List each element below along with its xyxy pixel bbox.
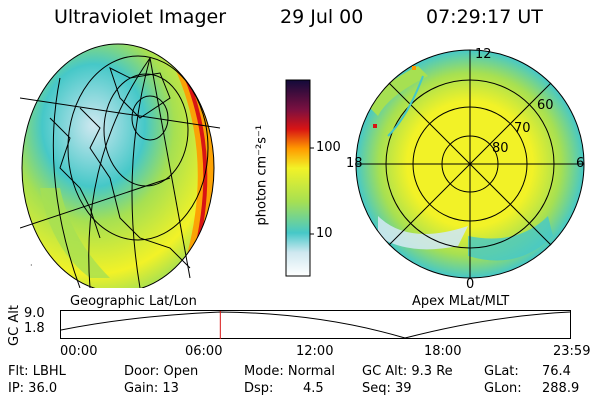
mlt-label-12: 12: [475, 47, 492, 62]
gain-label: Gain: 13: [124, 381, 179, 396]
dsp-label: Dsp:: [244, 381, 274, 396]
colorbar-tick-100: 100: [316, 140, 341, 155]
altitude-ytick-max: 9.0: [24, 306, 45, 321]
colorbar-label: photon cm⁻²s⁻¹: [254, 124, 270, 226]
altitude-xtick-1: 06:00: [185, 344, 223, 359]
mode-label: Mode: Normal: [244, 364, 335, 379]
map-marker: ·: [30, 261, 33, 270]
color-bar: [285, 79, 314, 277]
gcalt-label: GC Alt: 9.3 Re: [362, 364, 453, 379]
ip-label: IP: 36.0: [8, 381, 58, 396]
time-label: 07:29:17 UT: [426, 6, 543, 28]
mlt-label-18: 18: [346, 156, 363, 171]
seq-label: Seq: 39: [362, 381, 412, 396]
altitude-ytick-min: 1.8: [24, 321, 45, 336]
altitude-plot: [60, 310, 571, 339]
mlt-label-0: 0: [466, 277, 475, 292]
colorbar-tick-10: 10: [316, 226, 333, 241]
app-title: Ultraviolet Imager: [54, 6, 227, 28]
mlt-label-6: 6: [576, 156, 585, 171]
dsp-value: 4.5: [303, 381, 324, 396]
altitude-xtick-0: 00:00: [60, 344, 98, 359]
flt-label: Flt: LBHL: [8, 364, 66, 379]
lat-label-70: 70: [514, 121, 531, 136]
glon-label: GLon:: [484, 381, 522, 396]
glon-value: 288.9: [542, 381, 580, 396]
altitude-ylabel: GC Alt: [6, 305, 22, 346]
lat-label-60: 60: [537, 98, 554, 113]
door-label: Door: Open: [124, 364, 199, 379]
altitude-xtick-4: 23:59: [553, 344, 591, 359]
left-panel-caption: Geographic Lat/Lon: [70, 294, 197, 309]
right-panel-caption: Apex MLat/MLT: [412, 294, 510, 309]
glat-label: GLat:: [484, 364, 519, 379]
altitude-xtick-3: 18:00: [424, 344, 462, 359]
altitude-xtick-2: 12:00: [296, 344, 334, 359]
lat-label-80: 80: [492, 141, 509, 156]
date-label: 29 Jul 00: [280, 6, 364, 28]
geographic-image: ·: [20, 43, 221, 288]
polar-plot: [355, 49, 585, 279]
glat-value: 76.4: [542, 364, 571, 379]
